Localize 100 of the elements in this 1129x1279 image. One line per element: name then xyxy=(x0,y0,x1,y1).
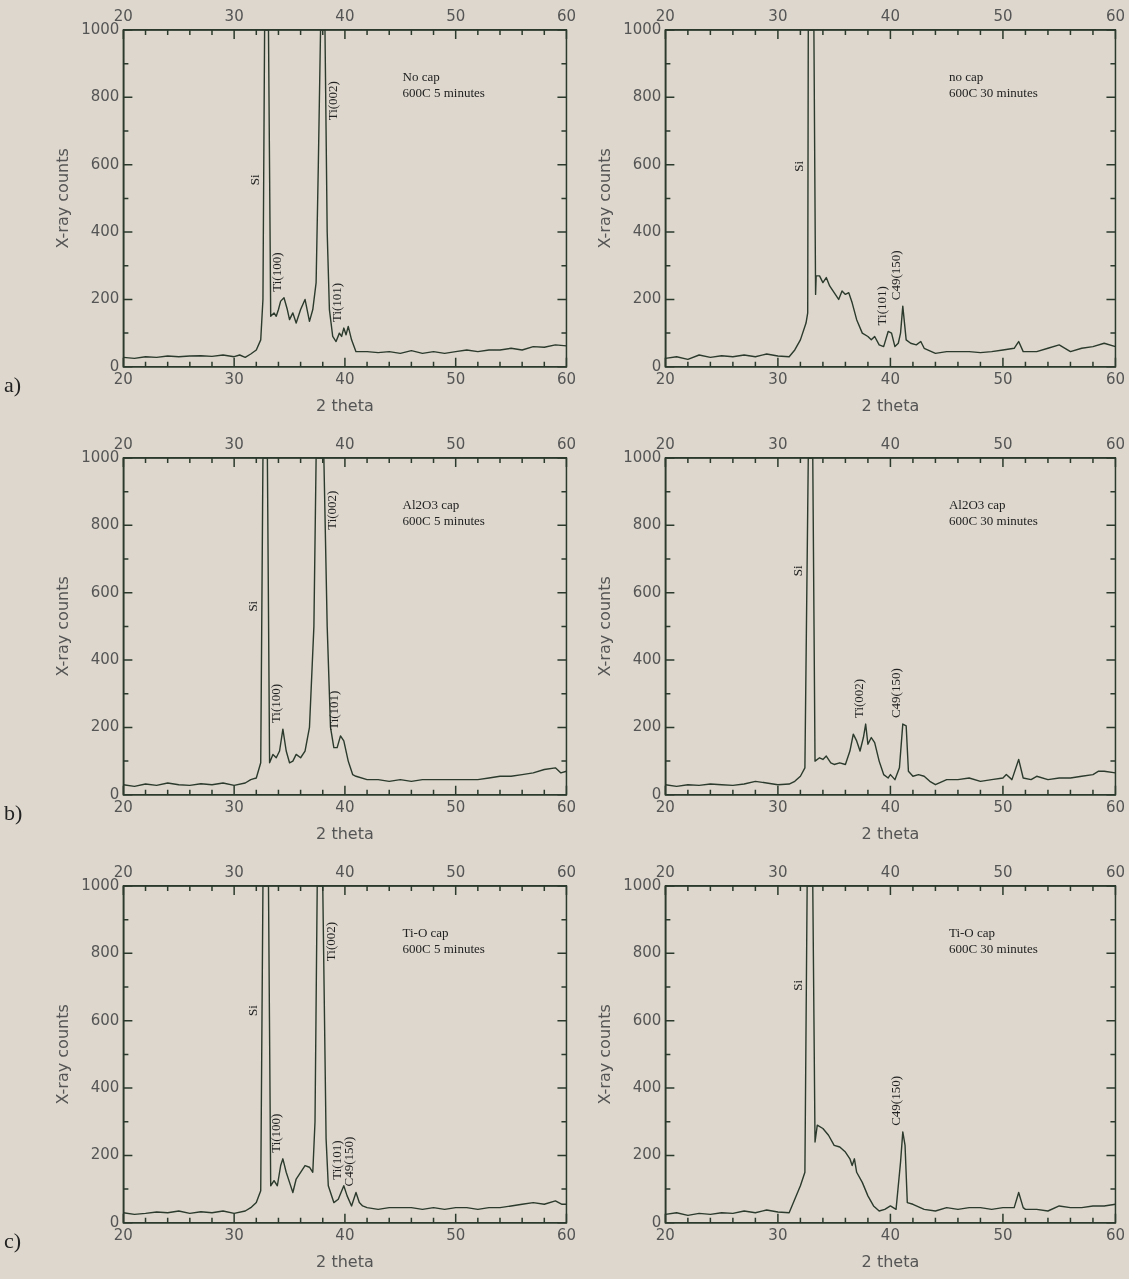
annotation: 600C 5 minutes xyxy=(402,940,485,956)
x-axis-title: 2 theta xyxy=(861,395,920,415)
x2-tick-label: 60 xyxy=(556,6,576,25)
y-axis-title: X-ray counts xyxy=(594,576,614,677)
x-tick-label: 50 xyxy=(446,1225,466,1244)
x-tick-label: 50 xyxy=(993,369,1013,388)
x2-tick-label: 60 xyxy=(1105,6,1125,25)
annotation: Ti(002) xyxy=(324,490,340,530)
annotation: Ti(100) xyxy=(268,1113,284,1153)
x2-tick-label: 40 xyxy=(880,434,900,453)
x2-tick-label: 50 xyxy=(446,434,466,453)
x-tick-label: 60 xyxy=(556,797,576,816)
text: b) xyxy=(4,800,23,826)
annotation: Si xyxy=(245,1004,261,1017)
x2-tick-label: 30 xyxy=(768,434,788,453)
x2-tick-label: 40 xyxy=(880,862,900,881)
x2-tick-label: 60 xyxy=(556,434,576,453)
x2-tick-label: 30 xyxy=(768,862,788,881)
x-tick-label: 30 xyxy=(768,797,788,816)
annotation: Si xyxy=(245,600,261,612)
y-axis-title: X-ray counts xyxy=(594,1004,614,1105)
x2-tick-label: 40 xyxy=(880,6,900,25)
y-tick-label: 200 xyxy=(632,717,662,736)
x2-tick-label: 50 xyxy=(446,862,466,881)
x2-tick-label: 50 xyxy=(446,6,466,25)
x2-tick-label: 50 xyxy=(993,862,1013,881)
annotation: 600C 5 minutes xyxy=(402,84,485,100)
annotation: Ti-O cap xyxy=(948,924,996,940)
annotation: Ti(101) xyxy=(329,282,345,323)
annotation: C49(150) xyxy=(888,1076,904,1126)
x-tick-label: 30 xyxy=(224,797,244,816)
x-tick-label: 40 xyxy=(880,797,900,816)
y-tick-label: 800 xyxy=(90,515,120,534)
y-tick-label: 200 xyxy=(90,289,120,308)
x-tick-label: 30 xyxy=(768,1225,788,1244)
x-axis-title: 2 theta xyxy=(316,395,374,415)
annotation: Ti(101) xyxy=(325,690,341,730)
x2-tick-label: 50 xyxy=(993,434,1013,453)
x2-tick-label: 30 xyxy=(224,6,244,25)
annotation: Si xyxy=(789,979,805,991)
x-tick-label: 60 xyxy=(556,1225,576,1244)
x-tick-label: 60 xyxy=(1105,1225,1125,1244)
annotation: Ti(002) xyxy=(851,678,867,719)
x-tick-label: 50 xyxy=(446,797,466,816)
y-tick-label: 800 xyxy=(90,87,120,106)
x-tick-label: 40 xyxy=(880,369,900,388)
x2-tick-label: 50 xyxy=(993,6,1013,25)
x2-tick-label: 60 xyxy=(556,862,576,881)
y-tick-label: 600 xyxy=(90,582,120,601)
x-tick-label: 40 xyxy=(880,1225,900,1244)
annotation: Ti(100) xyxy=(268,683,284,724)
annotation: Si xyxy=(791,160,807,172)
y-tick-label: 800 xyxy=(632,943,662,962)
annotation: Ti(002) xyxy=(325,81,341,121)
y-tick-label: 600 xyxy=(632,1010,662,1029)
x2-tick-label: 30 xyxy=(224,862,244,881)
x-tick-label: 30 xyxy=(224,1225,244,1244)
y-tick-label: 200 xyxy=(90,1145,120,1164)
y-tick-label: 400 xyxy=(632,1077,662,1096)
x-tick-label: 40 xyxy=(335,797,355,816)
x-tick-label: 60 xyxy=(1105,797,1125,816)
y-axis-title: X-ray counts xyxy=(52,576,72,677)
annotation: Al2O3 cap xyxy=(402,496,460,512)
annotation: Si xyxy=(790,565,806,577)
x-tick-label: 50 xyxy=(993,1225,1013,1244)
x2-tick-label: 40 xyxy=(335,434,355,453)
x-tick-label: 60 xyxy=(556,369,576,388)
y-tick-label: 600 xyxy=(632,582,662,601)
y-axis-title: X-ray counts xyxy=(52,148,72,249)
y-tick-label: 600 xyxy=(90,154,120,173)
x2-tick-label: 30 xyxy=(224,434,244,453)
annotation: 600C 30 minutes xyxy=(948,84,1038,100)
x2-tick-label: 30 xyxy=(768,6,788,25)
x-axis-title: 2 theta xyxy=(316,1251,374,1271)
y-tick-label: 400 xyxy=(90,221,120,240)
y-tick-label: 600 xyxy=(632,154,662,173)
y-tick-label: 800 xyxy=(90,943,120,962)
y-tick-label: 200 xyxy=(632,289,662,308)
annotation: Ti(101) xyxy=(873,286,889,326)
y-tick-label: 400 xyxy=(632,221,662,240)
text: c) xyxy=(4,1228,22,1254)
x2-tick-label: 40 xyxy=(335,6,355,25)
x-tick-label: 30 xyxy=(768,369,788,388)
x-axis-title: 2 theta xyxy=(861,1251,920,1271)
annotation: Ti(002) xyxy=(322,921,338,962)
annotation: 600C 30 minutes xyxy=(948,940,1038,956)
y-tick-label: 400 xyxy=(632,649,662,668)
x-tick-label: 40 xyxy=(335,1225,355,1244)
annotation: no cap xyxy=(948,68,984,84)
annotation: No cap xyxy=(402,68,440,84)
annotation: 600C 5 minutes xyxy=(402,512,485,528)
x-tick-label: 60 xyxy=(1105,369,1125,388)
text: a) xyxy=(4,372,22,398)
annotation: Ti(101) xyxy=(329,1140,345,1180)
y-axis-title: X-ray counts xyxy=(594,148,614,249)
x-axis-title: 2 theta xyxy=(316,823,374,843)
annotation: Ti-O cap xyxy=(402,924,449,940)
y-tick-label: 200 xyxy=(90,717,120,736)
y-tick-label: 800 xyxy=(632,515,662,534)
x2-tick-label: 40 xyxy=(335,862,355,881)
